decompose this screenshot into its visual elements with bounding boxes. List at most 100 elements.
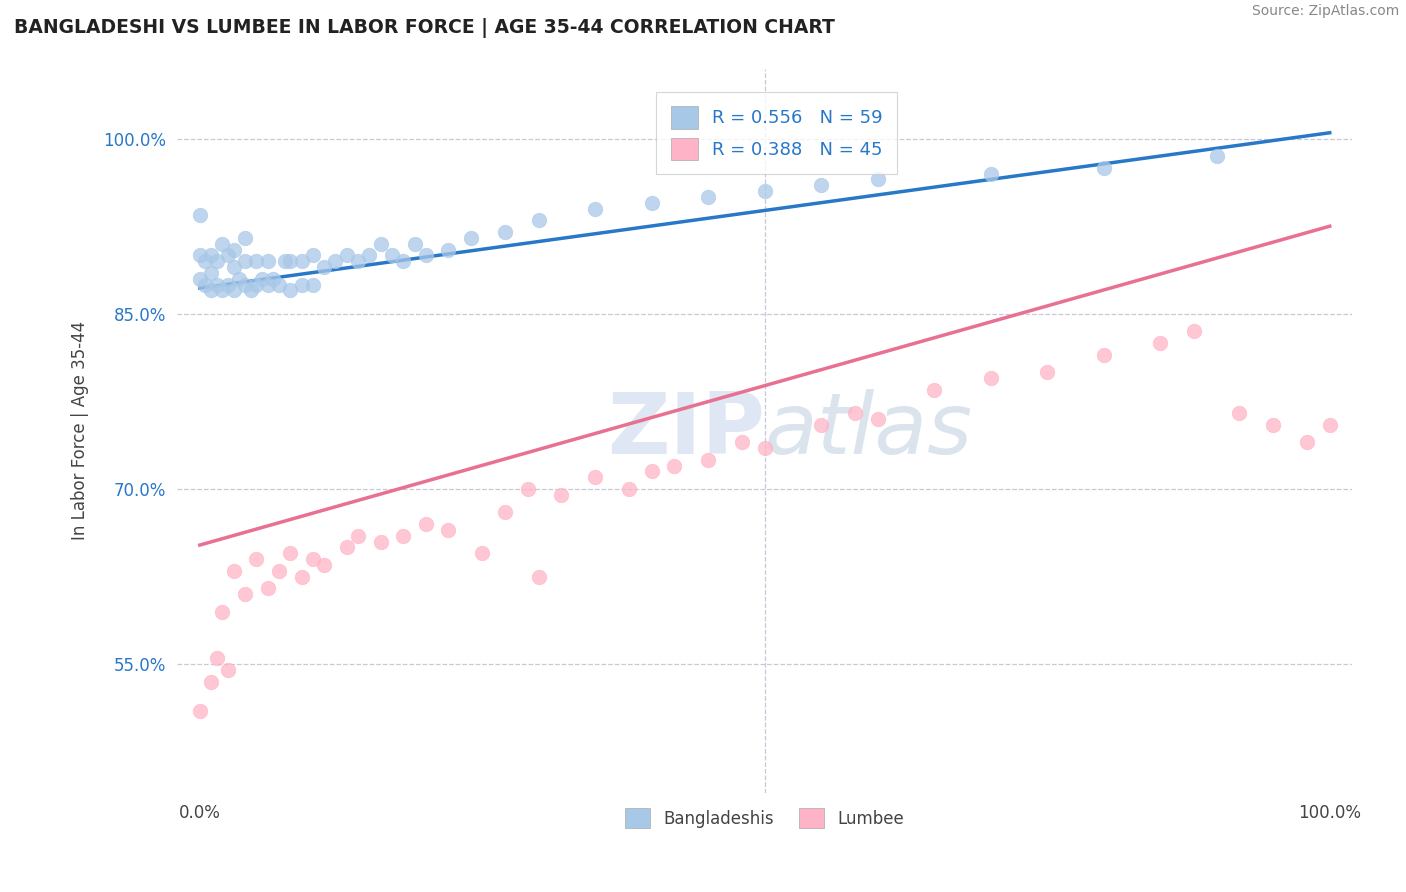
Point [754,441,776,455]
Point [1205,149,1227,163]
Point [516,482,538,496]
Point [301,277,323,292]
Point [228,272,250,286]
Point [922,383,945,397]
Point [256,254,278,268]
Point [290,254,312,268]
Point [250,272,273,286]
Point [1227,406,1250,420]
Point [347,254,370,268]
Point [278,284,301,298]
Point [697,190,720,204]
Point [325,254,347,268]
Point [731,435,754,450]
Point [239,284,262,298]
Point [415,516,437,531]
Point [336,248,359,262]
Point [200,266,222,280]
Point [527,569,550,583]
Point [810,417,832,432]
Point [980,167,1002,181]
Point [844,406,866,420]
Point [527,213,550,227]
Point [245,277,267,292]
Point [359,248,381,262]
Point [233,254,256,268]
Point [1182,324,1205,338]
Point [211,236,233,251]
Point [494,225,516,239]
Point [278,546,301,560]
Point [1092,348,1115,362]
Point [256,277,278,292]
Point [290,569,312,583]
Point [347,529,370,543]
Y-axis label: In Labor Force | Age 35-44: In Labor Force | Age 35-44 [72,321,89,541]
Point [1296,435,1319,450]
Point [200,248,222,262]
Point [1319,417,1341,432]
Point [205,277,228,292]
Point [314,260,336,274]
Point [583,470,606,484]
Point [267,564,290,578]
Point [437,243,460,257]
Point [233,231,256,245]
Point [1263,417,1285,432]
Point [211,284,233,298]
Point [233,277,256,292]
Point [370,236,392,251]
Point [222,243,245,257]
Point [370,534,392,549]
Point [205,254,228,268]
Point [188,248,211,262]
Point [664,458,686,473]
Point [697,452,720,467]
Point [415,248,437,262]
Point [460,231,482,245]
Point [245,552,267,566]
Point [267,277,290,292]
Point [980,371,1002,385]
Point [278,254,301,268]
Point [1036,365,1059,379]
Point [392,254,415,268]
Point [205,651,228,665]
Point [256,581,278,595]
Point [188,704,211,718]
Point [641,465,664,479]
Point [273,254,295,268]
Point [754,184,776,198]
Point [494,505,516,519]
Point [404,236,426,251]
Point [188,272,211,286]
Point [217,248,239,262]
Point [314,558,336,572]
Point [200,674,222,689]
Point [471,546,494,560]
Text: atlas: atlas [765,389,973,472]
Point [336,541,359,555]
Point [810,178,832,193]
Point [245,254,267,268]
Point [381,248,404,262]
Point [217,277,239,292]
Point [217,663,239,677]
Point [1092,161,1115,175]
Point [222,284,245,298]
Point [392,529,415,543]
Point [188,207,211,221]
Text: Source: ZipAtlas.com: Source: ZipAtlas.com [1251,4,1399,19]
Point [194,254,217,268]
Text: ZIP: ZIP [607,389,765,472]
Point [200,284,222,298]
Point [550,488,572,502]
Point [619,482,641,496]
Point [233,587,256,601]
Legend: Bangladeshis, Lumbee: Bangladeshis, Lumbee [619,801,911,835]
Point [222,260,245,274]
Point [301,552,323,566]
Point [211,605,233,619]
Point [290,277,312,292]
Point [1149,336,1171,351]
